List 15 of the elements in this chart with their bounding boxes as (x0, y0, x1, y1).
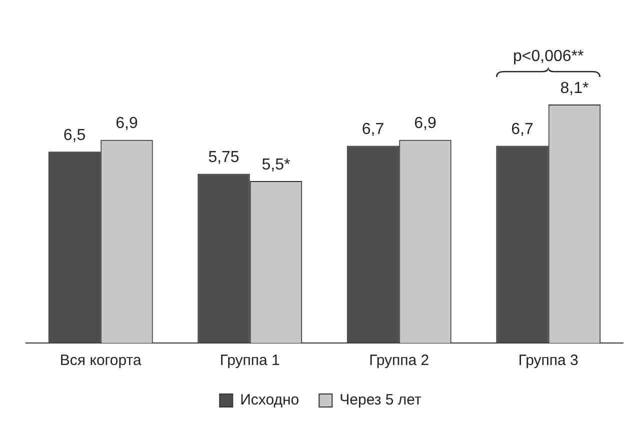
data-label: 6,5 (63, 127, 86, 144)
data-label: 6,9 (414, 115, 436, 132)
x-tick-label: Группа 3 (518, 352, 578, 370)
legend-label: Через 5 лет (340, 392, 422, 409)
data-label: 5,75 (208, 149, 240, 166)
data-label: 6,7 (511, 121, 534, 138)
data-label: 6,7 (362, 121, 384, 138)
data-label: 5,5* (262, 156, 290, 174)
annotation: p<0,006** (513, 48, 584, 65)
x-tick-label: Группа 1 (220, 352, 280, 370)
data-label: 8,1* (560, 80, 589, 97)
legend-label: Исходно (240, 392, 300, 409)
data-label: 6,9 (116, 115, 138, 132)
x-tick-label: Группа 2 (369, 352, 430, 370)
x-tick-label: Вся когорта (60, 352, 142, 370)
